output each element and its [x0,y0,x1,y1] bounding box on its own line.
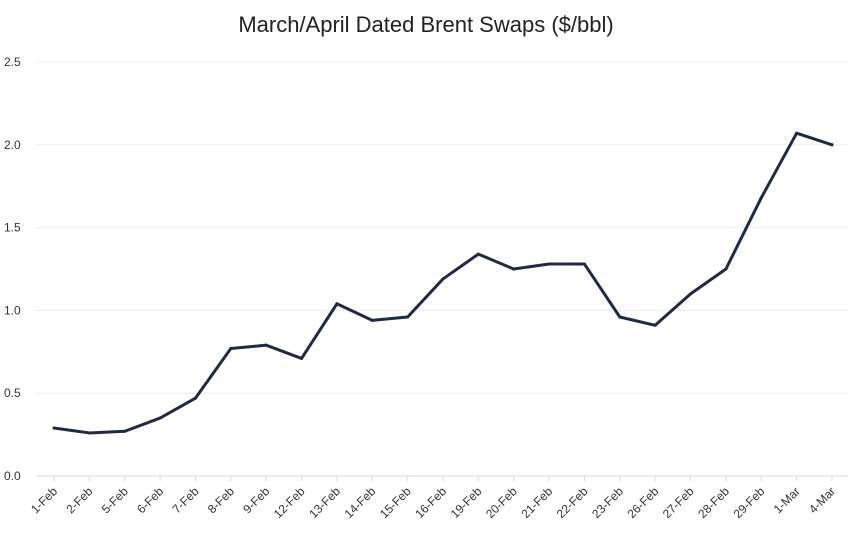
x-tick-label: 23-Feb [589,484,626,521]
x-tick-label: 16-Feb [412,484,449,521]
data-point [52,426,56,430]
axes [36,475,848,481]
y-tick-label: 2.0 [4,138,21,152]
data-point [759,196,763,200]
data-point [547,262,551,266]
y-axis-tick-labels: 0.0 0.5 1.0 1.5 2.0 2.5 [4,55,21,483]
x-axis-tick-labels: 1-Feb 2-Feb 5-Feb 6-Feb 7-Feb 8-Feb 9-Feb12-Fe… [28,484,838,521]
x-tick-label: 15-Feb [377,484,414,521]
x-tick-label: 29-Feb [731,484,768,521]
data-point [582,262,586,266]
data-point [795,131,799,135]
chart-title: March/April Dated Brent Swaps ($/bbl) [238,12,614,37]
data-point [300,356,304,360]
data-point [87,431,91,435]
x-tick-label: 21-Feb [518,484,555,521]
y-tick-label: 2.5 [4,55,21,69]
data-point [335,302,339,306]
data-point [158,416,162,420]
data-point [370,318,374,322]
data-point [476,252,480,256]
data-point [264,343,268,347]
x-tick-label: 5-Feb [99,484,131,516]
data-point [512,267,516,271]
series-line [52,131,834,435]
y-tick-label: 1.0 [4,303,21,317]
y-tick-label: 1.5 [4,221,21,235]
x-tick-label: 4-Mar [806,484,838,516]
data-point [653,323,657,327]
x-tick-label: 7-Feb [170,484,202,516]
x-tick-label: 28-Feb [695,484,732,521]
data-point [830,143,834,147]
data-point [193,396,197,400]
x-tick-label: 27-Feb [660,484,697,521]
x-tick-label: 22-Feb [554,484,591,521]
x-tick-label: 2-Feb [63,484,95,516]
x-tick-label: 1-Feb [28,484,60,516]
data-point [406,315,410,319]
x-tick-label: 8-Feb [205,484,237,516]
data-point [123,429,127,433]
x-tick-label: 6-Feb [134,484,166,516]
x-tick-label: 19-Feb [448,484,485,521]
data-point [724,267,728,271]
gridlines [36,61,848,394]
y-tick-label: 0.5 [4,386,21,400]
data-point [229,346,233,350]
x-tick-label: 14-Feb [342,484,379,521]
data-point [618,315,622,319]
x-tick-label: 1-Mar [771,484,803,516]
x-tick-label: 12-Feb [271,484,308,521]
x-tick-label: 13-Feb [306,484,343,521]
x-tick-label: 26-Feb [625,484,662,521]
series [52,131,834,435]
data-point [441,277,445,281]
x-tick-label: 9-Feb [240,484,272,516]
x-tick-label: 20-Feb [483,484,520,521]
data-point [689,292,693,296]
y-tick-label: 0.0 [4,469,21,483]
